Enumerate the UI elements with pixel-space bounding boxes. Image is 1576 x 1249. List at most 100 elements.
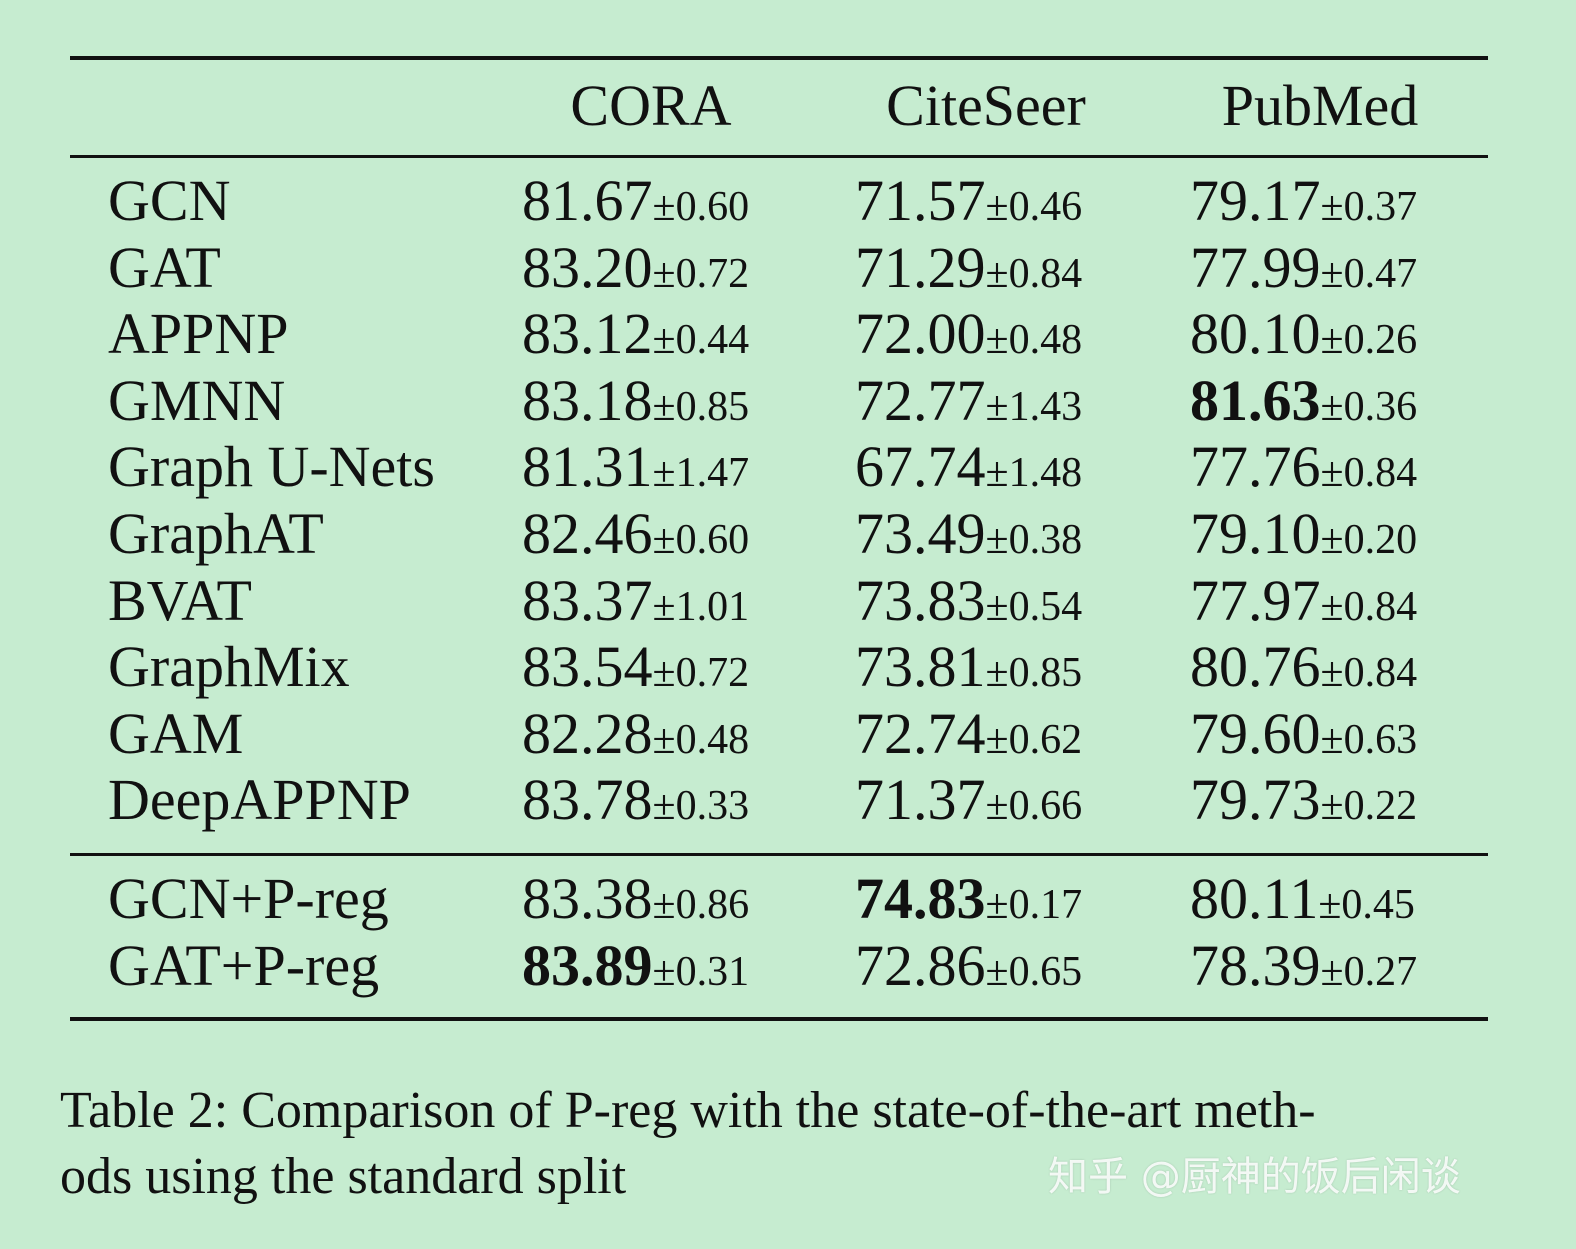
result-mean: 77.97 [1190, 567, 1321, 633]
result-cell: 71.29±0.84 [855, 235, 1082, 301]
method-name: GAT [108, 234, 221, 300]
table-row: APPNP 83.12±0.44 72.00±0.48 80.10±0.26 [0, 301, 1576, 367]
result-cell: 81.63±0.36 [1190, 368, 1417, 434]
plus-minus-sign: ± [1320, 383, 1344, 430]
plus-minus-sign: ± [652, 882, 676, 928]
result-cell: 83.38±0.86 [522, 866, 749, 932]
result-mean: 81.31 [522, 434, 653, 500]
table-row: GMNN 83.18±0.85 72.77±1.43 81.63±0.36 [0, 368, 1576, 434]
result-cell: 77.97±0.84 [1190, 568, 1417, 634]
result-std: 0.48 [1008, 317, 1083, 364]
result-cell: 81.67±0.60 [522, 168, 749, 234]
plus-minus-sign: ± [652, 450, 676, 497]
table-row: DeepAPPNP 83.78±0.33 71.37±0.66 79.73±0.22 [0, 767, 1576, 833]
result-std: 0.37 [1343, 184, 1418, 230]
result-std: 0.63 [1343, 716, 1418, 763]
result-mean: 83.20 [522, 234, 653, 300]
result-std: 0.20 [1343, 517, 1418, 563]
result-mean: 78.39 [1190, 932, 1321, 998]
result-mean: 83.12 [522, 301, 653, 367]
result-std: 0.38 [1008, 517, 1083, 563]
result-cell: 74.83±0.17 [855, 866, 1082, 932]
result-cell: 83.89±0.31 [522, 933, 749, 999]
plus-minus-sign: ± [985, 583, 1009, 630]
result-std: 0.47 [1343, 250, 1418, 297]
result-cell: 73.81±0.85 [855, 634, 1082, 700]
result-mean: 83.37 [522, 567, 653, 633]
result-mean: 77.99 [1190, 234, 1321, 300]
watermark: 知乎 @厨神的饭后闲谈 [1048, 1154, 1461, 1200]
result-cell: 79.60±0.63 [1190, 701, 1417, 767]
plus-minus-sign: ± [1320, 250, 1344, 297]
result-mean: 74.83 [855, 866, 986, 931]
result-mean: 71.37 [855, 767, 986, 833]
result-std: 0.84 [1008, 250, 1083, 297]
plus-minus-sign: ± [1320, 650, 1344, 697]
plus-minus-sign: ± [1320, 184, 1344, 230]
result-mean: 71.57 [855, 168, 986, 233]
plus-minus-sign: ± [985, 383, 1009, 430]
result-cell: 81.31±1.47 [522, 434, 749, 500]
result-std: 0.72 [675, 250, 750, 297]
caption-line-1: Table 2: Comparison of P-reg with the st… [60, 1082, 1316, 1139]
result-std: 0.84 [1343, 583, 1418, 630]
table-row: GAT 83.20±0.72 71.29±0.84 77.99±0.47 [0, 235, 1576, 301]
result-cell: 71.37±0.66 [855, 767, 1082, 833]
plus-minus-sign: ± [985, 783, 1009, 830]
result-std: 1.01 [675, 583, 750, 630]
result-std: 0.85 [1008, 650, 1083, 697]
result-cell: 83.20±0.72 [522, 235, 749, 301]
plus-minus-sign: ± [1320, 948, 1344, 995]
result-std: 0.26 [1343, 317, 1418, 364]
result-cell: 80.76±0.84 [1190, 634, 1417, 700]
result-std: 0.86 [675, 882, 750, 928]
plus-minus-sign: ± [652, 783, 676, 830]
plus-minus-sign: ± [652, 583, 676, 630]
result-cell: 73.49±0.38 [855, 501, 1082, 567]
result-mean: 81.63 [1190, 367, 1321, 433]
plus-minus-sign: ± [652, 517, 676, 563]
result-mean: 82.28 [522, 700, 653, 766]
result-mean: 83.54 [522, 634, 653, 700]
result-cell: 79.10±0.20 [1190, 501, 1417, 567]
method-name: Graph U-Nets [108, 434, 435, 500]
table-row: GAM 82.28±0.48 72.74±0.62 79.60±0.63 [0, 701, 1576, 767]
result-cell: 67.74±1.48 [855, 434, 1082, 500]
result-cell: 73.83±0.54 [855, 568, 1082, 634]
result-std: 0.31 [675, 948, 750, 995]
plus-minus-sign: ± [985, 184, 1009, 230]
result-cell: 71.57±0.46 [855, 168, 1082, 234]
result-std: 0.66 [1008, 783, 1083, 830]
result-mean: 72.77 [855, 367, 986, 433]
result-mean: 67.74 [855, 434, 986, 500]
column-header-pubmed: PubMed [1221, 73, 1419, 138]
plus-minus-sign: ± [652, 317, 676, 364]
result-std: 0.17 [1008, 882, 1083, 928]
plus-minus-sign: ± [985, 948, 1009, 995]
plus-minus-sign: ± [1320, 716, 1344, 763]
plus-minus-sign: ± [985, 517, 1009, 563]
result-std: 0.72 [675, 650, 750, 697]
result-mean: 79.17 [1190, 168, 1321, 233]
result-mean: 72.86 [855, 932, 986, 998]
result-cell: 83.37±1.01 [522, 568, 749, 634]
result-std: 0.60 [675, 517, 750, 563]
plus-minus-sign: ± [1320, 517, 1344, 563]
result-cell: 78.39±0.27 [1190, 933, 1417, 999]
result-mean: 73.83 [855, 567, 986, 633]
result-mean: 72.00 [855, 301, 986, 367]
table-row: BVAT 83.37±1.01 73.83±0.54 77.97±0.84 [0, 568, 1576, 634]
method-name: GAM [108, 700, 244, 766]
result-cell: 83.78±0.33 [522, 767, 749, 833]
caption-line-2: ods using the standard split [60, 1148, 627, 1205]
result-std: 0.84 [1343, 650, 1418, 697]
result-mean: 79.60 [1190, 700, 1321, 766]
result-mean: 81.67 [522, 168, 653, 233]
result-mean: 71.29 [855, 234, 986, 300]
result-std: 0.27 [1343, 948, 1418, 995]
result-mean: 82.46 [522, 501, 653, 566]
method-name: BVAT [108, 567, 252, 633]
result-mean: 79.10 [1190, 501, 1321, 566]
result-std: 0.33 [675, 783, 750, 830]
result-std: 0.84 [1343, 450, 1418, 497]
